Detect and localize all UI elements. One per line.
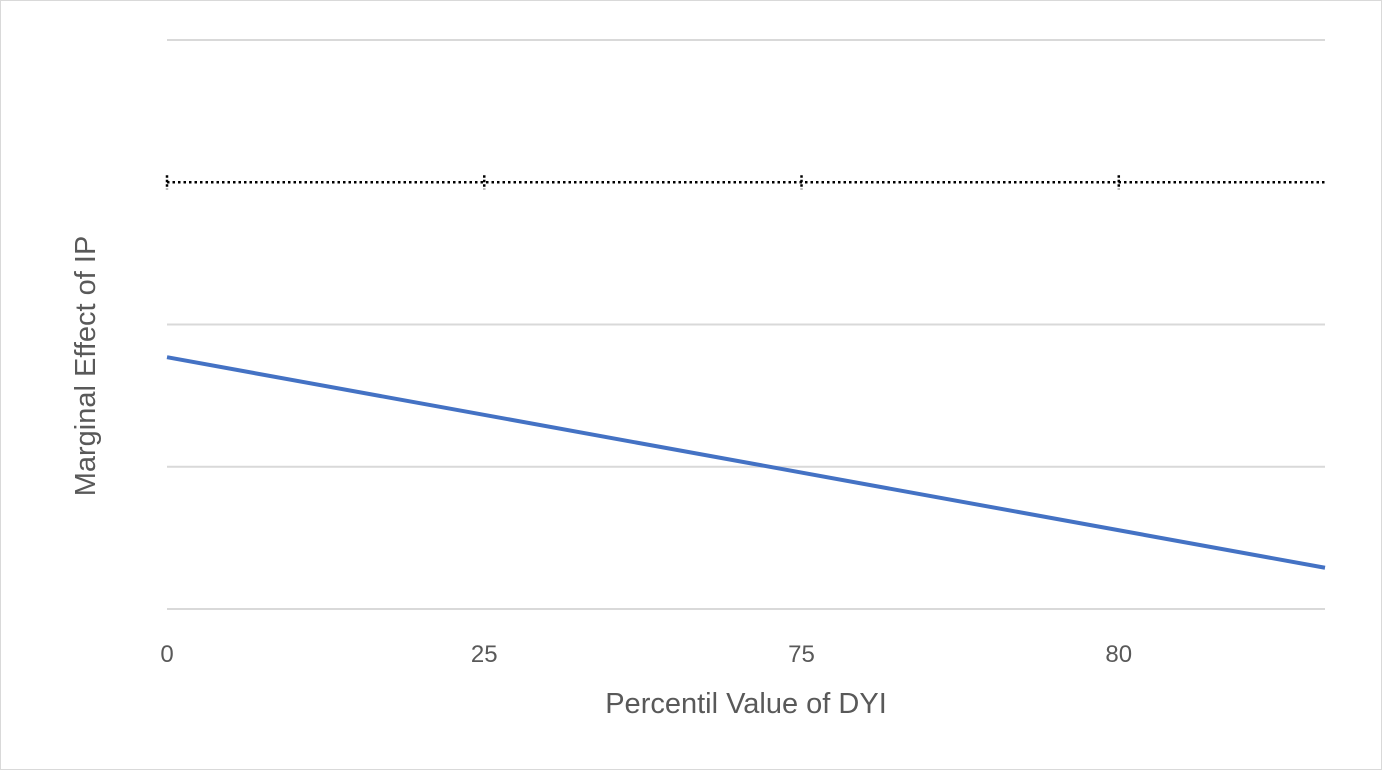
y-axis-title: Marginal Effect of IP	[70, 236, 102, 497]
x-tick-label: 25	[471, 641, 498, 668]
series-line-solid	[166, 355, 1326, 570]
x-tick-label: 80	[1105, 641, 1132, 668]
x-tick-label: 0	[160, 641, 173, 668]
x-tick-label: 75	[788, 641, 815, 668]
x-axis-title: Percentil Value of DYI	[605, 688, 887, 720]
gridlines	[167, 39, 1325, 610]
series	[165, 175, 1326, 570]
x-tick-labels: 0 25 75 80	[160, 641, 1132, 668]
